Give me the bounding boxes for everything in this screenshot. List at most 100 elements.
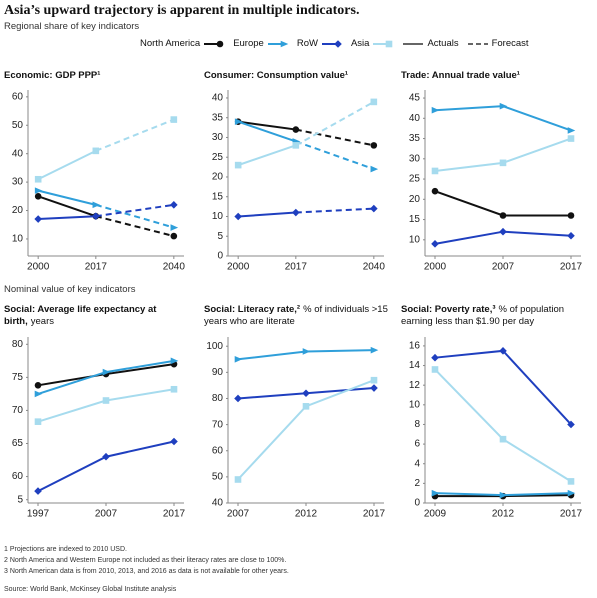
marker <box>102 397 110 404</box>
y-tick-label: 20 <box>12 205 24 216</box>
marker <box>334 39 342 48</box>
legend-swatch <box>267 40 289 47</box>
y-tick-label: 80 <box>212 393 224 404</box>
marker <box>499 227 507 236</box>
series-line <box>238 120 296 131</box>
y-tick-label: 0 <box>414 498 420 509</box>
forecast-line <box>95 203 174 218</box>
series-line <box>37 440 175 492</box>
y-tick-label: 20 <box>409 194 421 205</box>
marker <box>34 487 42 495</box>
chart: 10 20 30 40 50 60 2000 2017 2040 <box>12 90 185 273</box>
x-tick-label: 2017 <box>163 509 186 520</box>
x-tick-label: 2017 <box>560 509 583 520</box>
marker <box>92 147 100 155</box>
y-tick-label: 10 <box>409 234 421 245</box>
marker <box>170 201 178 209</box>
footnote: 1 Projections are indexed to 2010 USD. <box>4 546 127 553</box>
legend-swatch <box>403 42 424 45</box>
marker <box>292 208 300 217</box>
legend-swatch <box>373 40 393 47</box>
chart: 5 60 65 70 75 80 1997 2007 2017 <box>12 337 186 520</box>
marker <box>567 231 575 240</box>
panel-title-main: Trade: Annual trade value¹ <box>401 70 520 81</box>
chart: 0 5 10 15 20 25 30 35 40 2000 2017 2040 <box>212 90 385 273</box>
y-tick-label: 15 <box>409 214 421 225</box>
y-tick-label: 4 <box>414 458 420 469</box>
y-tick-label: 30 <box>409 153 421 164</box>
series-line <box>237 144 297 167</box>
chart: 0 2 4 6 8 10 12 14 16 2009 2012 2017 <box>409 337 583 520</box>
marker <box>170 224 179 231</box>
x-tick-label: 2017 <box>285 262 308 273</box>
panel-title-main: Social: Average life expectancy at birth… <box>4 304 157 327</box>
marker <box>234 476 242 483</box>
panel-title-main: Consumer: Consumption value¹ <box>204 70 349 81</box>
marker <box>34 175 42 183</box>
legend-item: Actuals <box>402 38 459 49</box>
marker <box>234 161 242 169</box>
y-tick-label: 2 <box>414 478 420 489</box>
marker <box>92 201 101 209</box>
panel-title: Social: Poverty rate,³% of population ea… <box>401 304 591 328</box>
panel-title-main: Economic: GDP PPP¹ <box>4 70 101 81</box>
legend-swatch <box>467 42 488 45</box>
marker <box>292 142 300 149</box>
marker <box>370 376 378 384</box>
y-tick-label: 60 <box>12 91 24 102</box>
marker <box>170 357 179 365</box>
y-tick-label: 65 <box>12 438 24 449</box>
y-tick-label: 50 <box>12 120 24 131</box>
marker <box>280 40 289 47</box>
chart: 10 15 20 25 30 35 40 45 2000 2007 2017 <box>409 90 583 273</box>
panel-subtitle: % of individuals >15 years who are liter… <box>204 304 388 327</box>
y-tick-label: 14 <box>409 360 421 371</box>
panel-title: Trade: Annual trade value¹ <box>401 70 591 82</box>
y-tick-label: 5 <box>17 494 23 505</box>
y-tick-label: 30 <box>12 177 24 188</box>
marker <box>567 478 575 485</box>
footnote: 3 North American data is from 2010, 2013… <box>4 568 289 575</box>
y-tick-label: 60 <box>12 471 24 482</box>
marker <box>234 355 243 363</box>
marker <box>92 212 100 221</box>
y-tick-label: 100 <box>206 341 223 352</box>
marker <box>431 240 439 248</box>
legend-item: RoW <box>297 38 343 49</box>
y-tick-label: 10 <box>409 399 421 410</box>
forecast-line <box>295 101 375 147</box>
marker <box>34 390 43 398</box>
x-tick-label: 2017 <box>560 262 583 273</box>
marker <box>431 187 439 195</box>
section-label: Nominal value of key indicators <box>4 284 136 295</box>
y-tick-label: 20 <box>212 172 224 183</box>
legend-swatch <box>204 40 224 47</box>
forecast-line <box>295 140 375 171</box>
y-tick-label: 75 <box>12 372 24 383</box>
legend-item: North America <box>140 38 225 49</box>
y-tick-label: 40 <box>12 148 24 159</box>
marker <box>386 40 393 47</box>
page-title: Asia’s upward trajectory is apparent in … <box>4 3 360 18</box>
forecast-line <box>295 128 375 147</box>
y-tick-label: 8 <box>414 419 420 430</box>
series-line <box>37 149 97 181</box>
x-tick-label: 2007 <box>492 262 515 273</box>
footnote: 2 North America and Western Europe not i… <box>4 557 287 564</box>
marker <box>102 452 110 461</box>
marker <box>431 489 440 497</box>
forecast-line <box>295 207 374 214</box>
x-tick-label: 2009 <box>424 509 447 520</box>
legend: North America Europe RoW Asia Actuals Forecas… <box>140 38 537 49</box>
marker <box>234 118 243 125</box>
marker <box>370 384 378 392</box>
series-line <box>37 388 175 423</box>
marker <box>567 135 575 142</box>
section-label: Regional share of key indicators <box>4 21 140 32</box>
marker <box>216 40 224 47</box>
x-tick-label: 2007 <box>95 509 118 520</box>
marker <box>302 389 310 398</box>
y-tick-label: 40 <box>409 113 421 124</box>
source: Source: World Bank, McKinsey Global Inst… <box>4 586 177 593</box>
x-tick-label: 2000 <box>227 262 250 273</box>
